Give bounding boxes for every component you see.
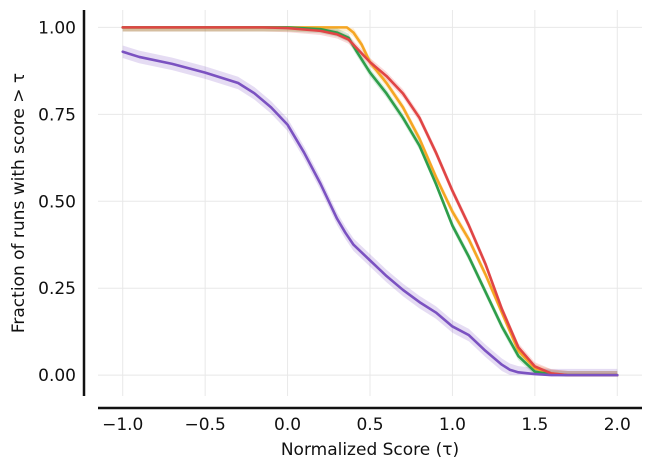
series-line-purple [121, 50, 619, 377]
series-line-green [121, 26, 619, 377]
y-tick-label: 0.00 [38, 366, 76, 386]
x-axis-title: Normalized Score (τ) [281, 440, 459, 460]
x-tick-label: 1.0 [439, 415, 466, 435]
y-tick-label: 0.50 [38, 192, 76, 212]
x-tick-label: 0.0 [274, 415, 301, 435]
x-tick-label: −1.0 [102, 415, 143, 435]
series-lines [121, 26, 619, 377]
x-tick-label: −0.5 [185, 415, 226, 435]
x-tick-label: 1.5 [521, 415, 548, 435]
tick-labels: −1.0 −0.5 0.0 0.5 1.0 1.5 2.0 0.00 0.25 0.50 0.75 1… [38, 18, 631, 435]
series-line-orange [121, 26, 619, 377]
y-tick-label: 0.75 [38, 105, 76, 125]
axes [82, 10, 642, 410]
series-line-red [121, 26, 619, 377]
x-tick-label: 2.0 [604, 415, 631, 435]
y-axis-title: Fraction of runs with score > τ [9, 73, 29, 333]
y-tick-label: 0.25 [38, 279, 76, 299]
y-tick-label: 1.00 [38, 18, 76, 38]
x-tick-label: 0.5 [356, 415, 383, 435]
